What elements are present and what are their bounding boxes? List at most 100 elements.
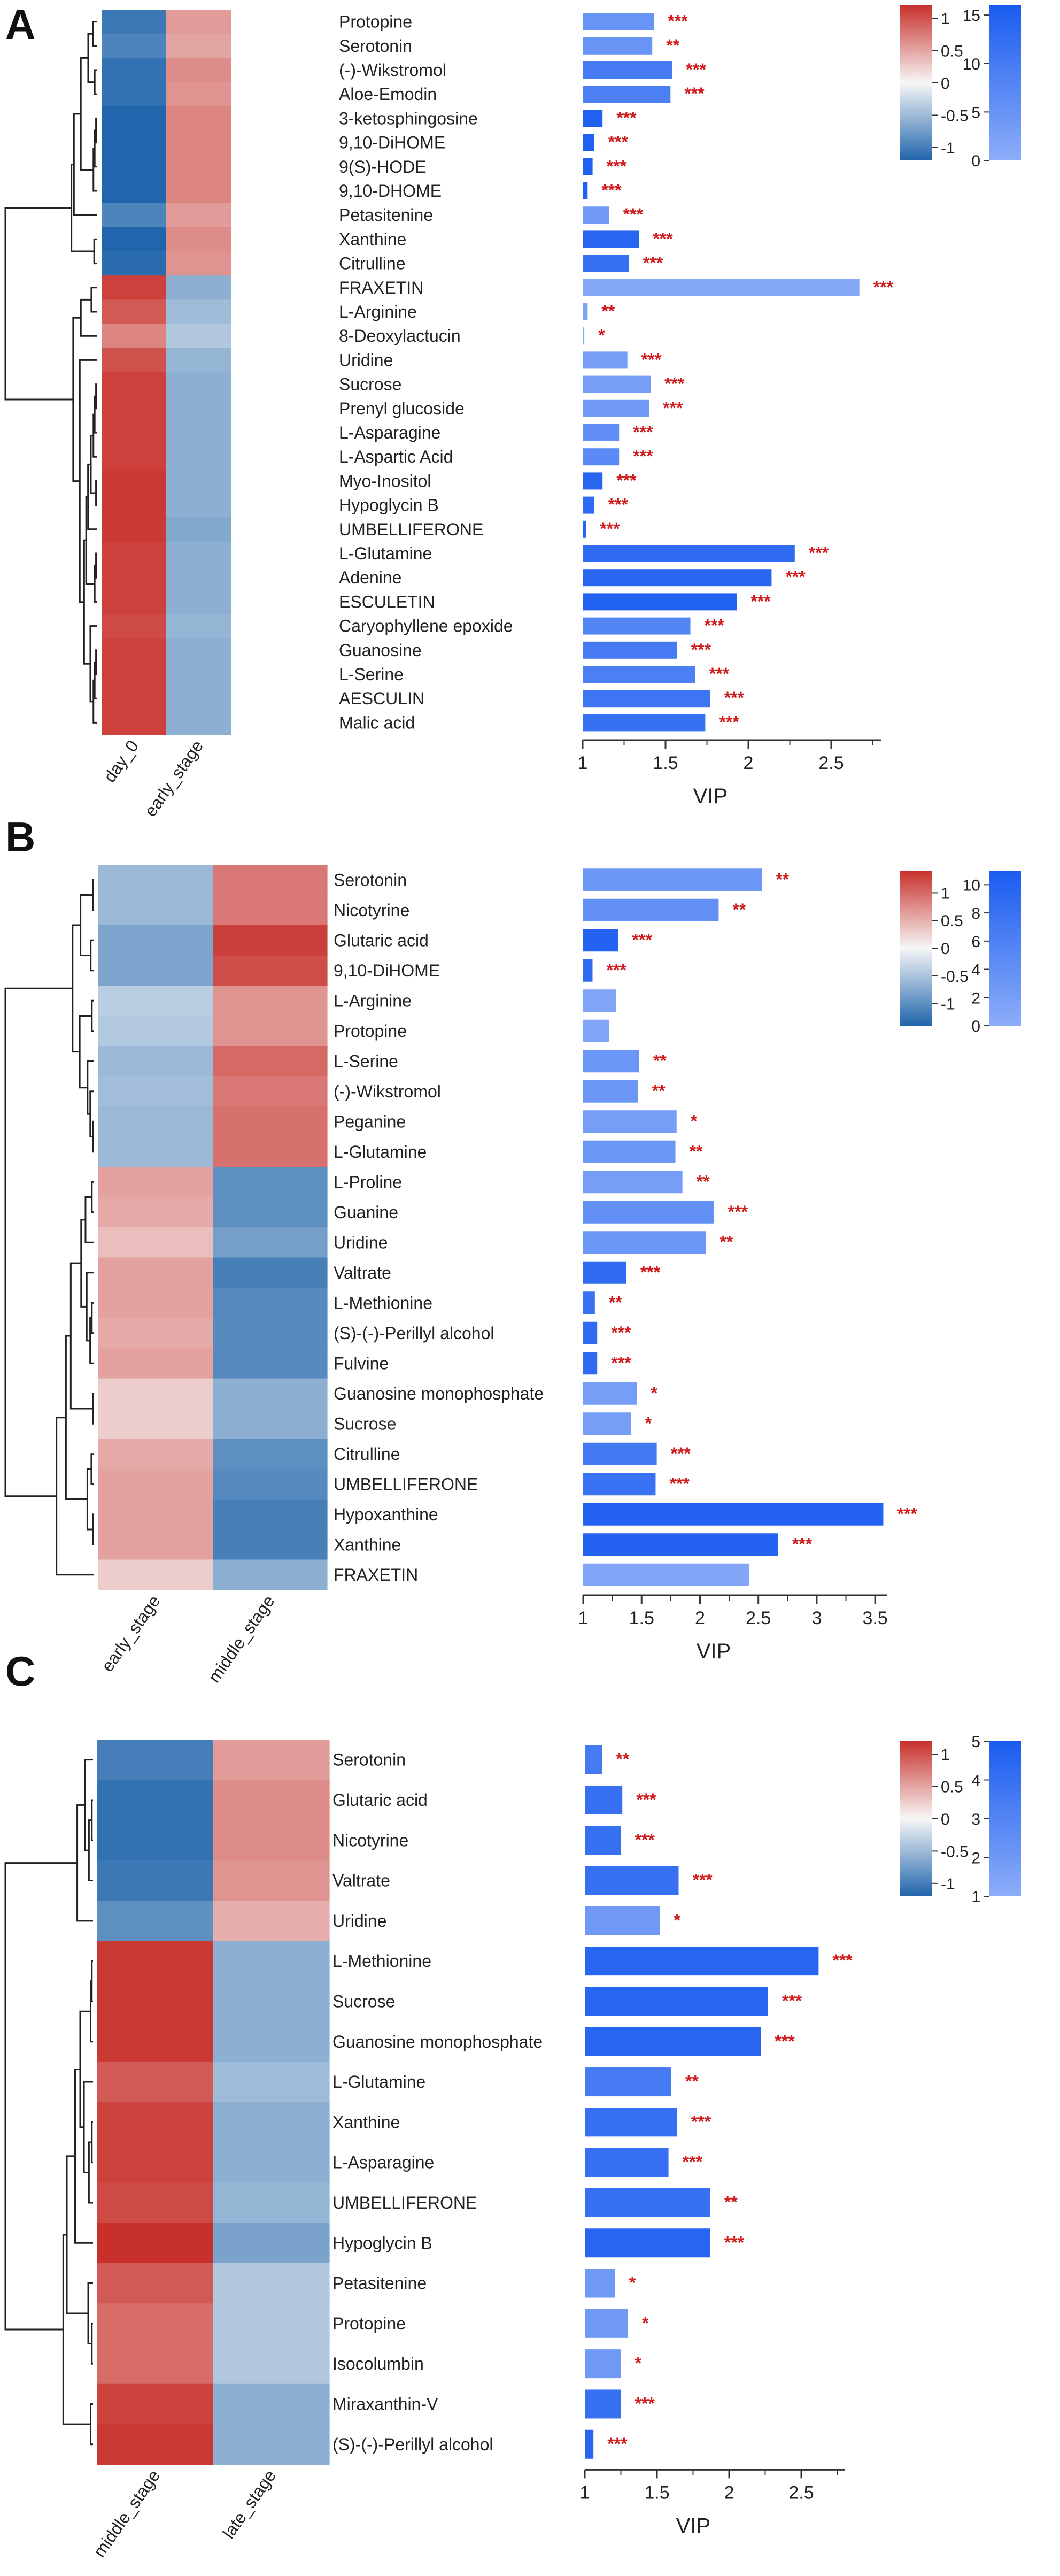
heatmap-cell [98, 1318, 213, 1349]
vip-legend-label: 0 [971, 1018, 980, 1035]
column-label: middle_stage [204, 1591, 278, 1686]
heatmap-cell [166, 275, 231, 300]
row-label: L-Arginine [334, 991, 412, 1010]
heat-legend-label: -0.5 [941, 1843, 969, 1860]
heatmap-cell [213, 2062, 330, 2103]
dendrogram-branch [89, 625, 97, 703]
dendrogram-branch [95, 383, 97, 410]
heatmap-cell [97, 1981, 214, 2022]
vip-bar [583, 1412, 631, 1435]
heatmap-cell [98, 1227, 213, 1258]
row-label: (S)-(-)-Perillyl alcohol [334, 1324, 494, 1343]
dendrogram-branch [79, 359, 97, 603]
vip-bar [585, 1745, 602, 1774]
row-label: Glutaric acid [332, 1790, 428, 1810]
row-label: (-)-Wikstromol [334, 1082, 441, 1101]
significance-marker: *** [693, 1871, 713, 1890]
x-tick-label: 2.5 [746, 1608, 771, 1628]
vip-bar [583, 929, 618, 952]
vip-bars: ****************************************… [583, 868, 917, 1586]
heat-legend-label: -1 [941, 1875, 955, 1893]
row-label: L-Glutamine [332, 2072, 425, 2091]
heatmap-cell [166, 638, 231, 663]
dendrogram-branch [95, 480, 97, 506]
dendrogram-branch [90, 435, 96, 494]
dendrogram-branch [83, 539, 90, 665]
dendrogram-branch [92, 1513, 94, 1545]
row-label: Hypoxanthine [334, 1505, 438, 1524]
row-label: Guanosine monophosphate [332, 2032, 543, 2051]
dendrogram-branch [79, 1015, 92, 1089]
heatmap-cell [102, 420, 167, 445]
heatmap-cell [102, 372, 167, 397]
dendrogram-branch [90, 2403, 93, 2446]
vip-bar [583, 206, 609, 224]
x-axis-label: VIP [693, 785, 728, 808]
heatmap-cell [102, 493, 167, 518]
significance-marker: *** [705, 616, 725, 635]
row-label: 9,10-DHOME [339, 181, 442, 201]
significance-marker: *** [606, 960, 626, 980]
heatmap-cell [213, 1318, 328, 1349]
row-label: FRAXETIN [339, 278, 423, 297]
column-label: early_stage [97, 1591, 164, 1675]
heatmap-cell [102, 541, 167, 566]
row-label: Prenyl glucoside [339, 399, 465, 418]
row-label: L-Asparagine [339, 423, 440, 442]
heatmap-cell [98, 895, 213, 926]
heatmap-cell [166, 324, 231, 349]
significance-marker: *** [691, 2112, 711, 2131]
heatmap-cell [97, 2303, 214, 2344]
heatmap-cell [166, 58, 231, 83]
heat-legend-label: -1 [941, 140, 955, 157]
heatmap-cell [166, 155, 231, 179]
vip-bar [585, 1866, 679, 1895]
heatmap-cell [213, 955, 328, 986]
dendrogram-branch [71, 164, 95, 252]
dendrogram-branch [65, 1335, 88, 1500]
heatmap-cell [102, 227, 167, 252]
column-label: late_stage [219, 2466, 280, 2542]
heatmap-cell [102, 155, 167, 179]
heatmap-cell [166, 444, 231, 470]
dendrogram-branch [72, 924, 81, 1053]
vip-legend-label: 0 [971, 152, 980, 170]
heatmap-cell [213, 1106, 328, 1137]
heat-legend-label: -0.5 [941, 968, 969, 986]
row-label: 3-ketosphingosine [339, 109, 478, 128]
heatmap-cell [102, 710, 167, 735]
significance-marker: ** [776, 870, 789, 889]
heatmap-cell [166, 517, 231, 542]
significance-marker: *** [873, 278, 894, 297]
row-label: Xanthine [332, 2112, 400, 2132]
dendrogram-branch [91, 999, 94, 1032]
heatmap-cell [102, 348, 167, 373]
heat-legend-label: 1 [941, 885, 950, 902]
vip-legend-label: 15 [963, 7, 980, 25]
significance-marker: *** [897, 1504, 917, 1524]
x-tick-label: 1 [578, 1608, 589, 1628]
heatmap-cell [213, 2343, 330, 2385]
heatmap-cell [97, 2424, 214, 2465]
heatmap-cell [98, 865, 213, 896]
heatmap-cell [102, 34, 167, 58]
significance-marker: *** [724, 688, 745, 708]
x-tick-label: 1.5 [653, 753, 678, 773]
row-label: L-Glutamine [339, 544, 432, 563]
row-label: 8-Deoxylactucin [339, 326, 461, 345]
heatmap-cell [97, 1740, 214, 1780]
row-label: Guanine [334, 1203, 398, 1222]
heat-legend-bar [900, 871, 932, 1026]
significance-marker: *** [643, 253, 663, 273]
row-label: FRAXETIN [334, 1565, 418, 1585]
vip-legend-label: 10 [963, 56, 980, 73]
heatmap-cell [97, 1901, 214, 1942]
significance-marker: *** [719, 712, 739, 732]
heatmap-cell [102, 444, 167, 470]
vip-legend-label: 5 [971, 1733, 980, 1751]
vip-legend-label: 5 [971, 104, 980, 121]
column-label: middle_stage [90, 2466, 164, 2561]
row-label: Glutaric acid [334, 931, 429, 950]
